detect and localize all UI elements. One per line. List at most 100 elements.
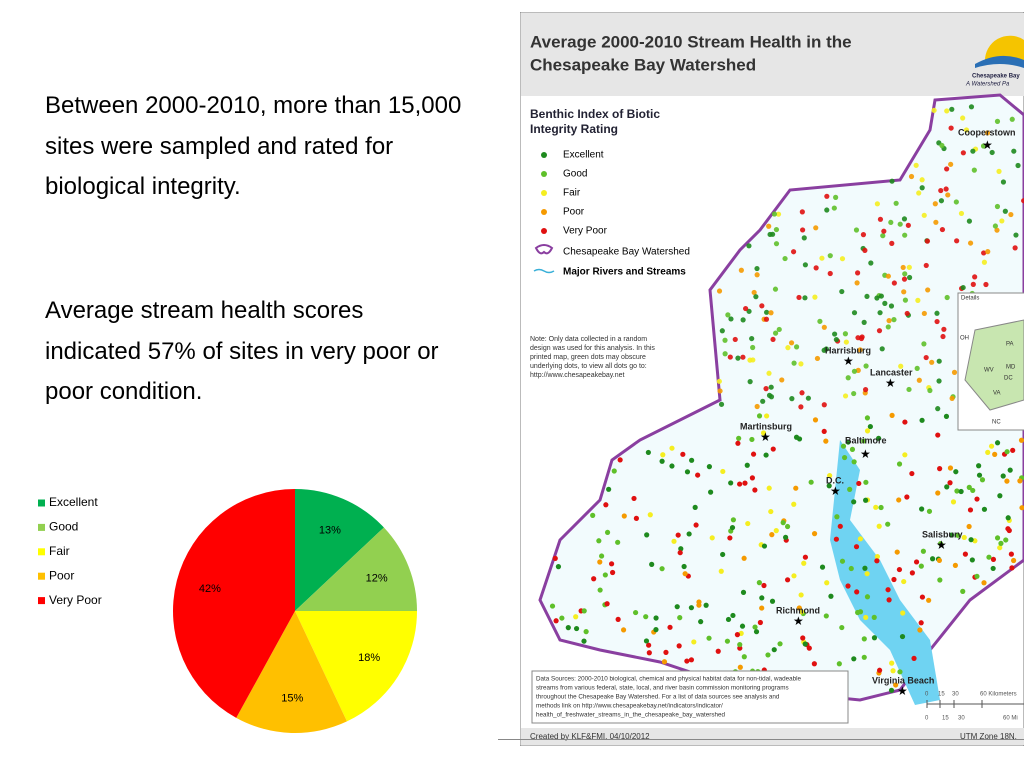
site-dot <box>659 458 665 464</box>
site-dot <box>789 396 795 402</box>
city-star: ★ <box>760 430 771 444</box>
bay <box>830 440 940 705</box>
site-dot <box>880 233 886 239</box>
site-dot <box>952 562 958 568</box>
site-dot <box>583 629 589 635</box>
site-dot <box>720 551 726 558</box>
site-dot <box>932 201 938 207</box>
inset-label: VA <box>993 391 1001 397</box>
city-label: Richmond <box>776 605 820 615</box>
site-dot <box>980 143 987 149</box>
site-dot <box>994 118 1001 124</box>
site-dot <box>919 177 925 183</box>
site-dot <box>821 324 827 330</box>
site-dot <box>590 512 596 518</box>
legend-dot <box>541 228 547 234</box>
site-dot <box>902 271 908 277</box>
site-dot <box>772 330 779 336</box>
site-dot <box>929 556 936 562</box>
legend-label: Very Poor <box>563 226 608 237</box>
site-dot <box>660 452 666 458</box>
site-dot <box>971 167 977 173</box>
site-dot <box>718 401 725 407</box>
site-dot <box>958 488 964 495</box>
site-dot <box>730 517 737 523</box>
site-dot <box>749 335 755 342</box>
legend-label: Poor <box>49 568 74 582</box>
site-dot <box>647 512 653 518</box>
site-dot <box>999 218 1005 224</box>
site-dot <box>862 565 868 571</box>
site-dot <box>899 633 906 640</box>
site-dot <box>876 328 883 334</box>
site-dot <box>821 347 827 353</box>
site-dot <box>911 655 917 661</box>
site-dot <box>953 199 959 205</box>
site-dot <box>904 494 910 500</box>
site-dot <box>878 504 884 511</box>
site-dot <box>1012 245 1018 251</box>
site-dot <box>728 316 734 322</box>
site-dot <box>727 535 733 541</box>
legend-dot <box>541 171 547 177</box>
site-dot <box>939 226 946 233</box>
site-dot <box>868 260 874 266</box>
site-dot <box>802 262 808 268</box>
logo-wave <box>975 55 1024 68</box>
site-dot <box>725 616 732 623</box>
site-dot <box>874 295 880 301</box>
divider <box>498 739 1024 740</box>
site-dot <box>1015 162 1021 169</box>
site-dot <box>729 524 736 531</box>
site-dot <box>926 597 932 603</box>
site-dot <box>606 486 612 492</box>
site-dot <box>752 487 758 493</box>
site-dot <box>867 423 873 430</box>
site-dot <box>633 515 639 521</box>
site-dot <box>761 543 768 549</box>
legend-swatch <box>38 597 45 605</box>
site-dot <box>784 523 791 530</box>
site-dot <box>885 273 891 279</box>
site-dot <box>744 462 750 468</box>
site-dot <box>684 658 690 664</box>
site-dot <box>934 310 940 316</box>
site-dot <box>675 532 681 538</box>
site-dot <box>737 481 743 487</box>
site-dot <box>831 205 837 211</box>
site-dot <box>889 412 895 418</box>
site-dot <box>955 532 961 538</box>
site-dot <box>919 417 925 423</box>
site-dot <box>851 459 857 465</box>
city-star: ★ <box>897 684 908 698</box>
site-dot <box>839 256 846 262</box>
site-dot <box>813 265 819 271</box>
site-dot <box>972 274 978 280</box>
site-dot <box>777 641 783 647</box>
site-dot <box>994 535 1001 541</box>
site-dot <box>766 370 772 376</box>
site-dot <box>553 618 559 624</box>
site-dot <box>686 531 692 537</box>
site-dot <box>889 660 895 666</box>
site-dot <box>909 470 915 477</box>
site-dot <box>734 632 741 638</box>
site-dot <box>984 130 991 136</box>
site-dot <box>693 522 699 528</box>
site-dot <box>981 259 988 265</box>
site-dot <box>1000 179 1007 185</box>
site-dot <box>904 310 910 317</box>
scale-label: 15 <box>942 716 949 722</box>
site-dot <box>902 419 908 425</box>
site-dot <box>824 207 830 213</box>
site-dot <box>615 539 621 545</box>
site-dot <box>720 468 726 475</box>
site-dot <box>877 667 883 673</box>
site-dot <box>974 573 980 579</box>
site-dot <box>680 451 686 457</box>
site-dot <box>948 161 954 167</box>
site-dot <box>886 318 892 324</box>
site-dot <box>871 635 878 641</box>
inset-label: Details <box>961 296 979 302</box>
